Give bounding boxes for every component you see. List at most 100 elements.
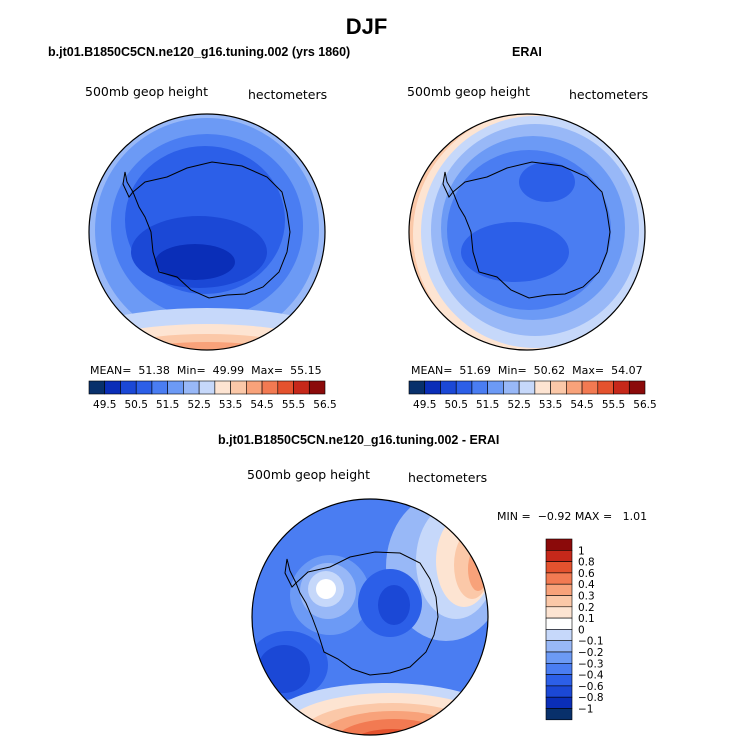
panel1-mean-label: MEAN=: [90, 364, 132, 377]
panel1-stats: MEAN= 51.38 Min= 49.99 Max= 55.15: [90, 364, 322, 377]
panel3-max-value: 1.01: [622, 510, 648, 523]
panel1-colorbar-swatch: [151, 380, 168, 395]
panel3-title: b.jt01.B1850C5CN.ne120_g16.tuning.002 - …: [218, 433, 500, 447]
panel3-colorbar-swatch: [545, 663, 573, 675]
panel2-colorbar: 49.5 50.5 51.5 52.5 53.5 54.5 55.5 56.5: [408, 380, 657, 411]
panel1-colorbar-tick-label: 52.5: [187, 399, 210, 411]
panel1-colorbar-swatch: [230, 380, 247, 395]
panel1-colorbar-tick-label: 56.5: [313, 399, 336, 411]
panel2-map-border: [408, 113, 646, 351]
panel3-colorbar-swatch: [545, 572, 573, 585]
panel2-colorbar-swatch: [534, 380, 551, 395]
panel3-colorbar-swatch: [545, 550, 573, 562]
panel2-max-value: 54.07: [611, 364, 643, 377]
panel2-min-value: 50.62: [533, 364, 566, 377]
panel1-colorbar-tick-label: 50.5: [125, 399, 148, 411]
panel1-colorbar-swatch: [308, 380, 326, 395]
panel3-colorbar-swatch: [545, 651, 573, 664]
panel3-colorbar-swatch: [545, 685, 573, 698]
panel3-colorbar-tick-label: 0.3: [578, 591, 595, 603]
panel1-colorbar-swatch: [214, 380, 231, 395]
panel1-mean-value: 51.38: [138, 364, 170, 377]
panel1-map-border: [88, 113, 326, 351]
panel2-colorbar-swatch: [518, 380, 536, 395]
panel2-colorbar-tick-label: 49.5: [413, 399, 436, 411]
panel3-colorbar-swatch: [545, 708, 573, 721]
panel3-field-low-4: [258, 645, 310, 693]
panel2-colorbar-tick-label: 51.5: [476, 399, 499, 411]
panel2-mean-label: MEAN=: [411, 364, 453, 377]
panel1-colorbar-swatch: [293, 380, 310, 395]
panel1-left-label: 500mb geop height: [85, 84, 208, 99]
panel3-map: [251, 498, 489, 736]
panel2-peninsula-coastline: [442, 171, 454, 198]
panel3-colorbar-tick-label: −0.2: [578, 647, 604, 659]
panel2-colorbar-tick-label: 54.5: [570, 399, 593, 411]
panel1-max-label: Max=: [251, 364, 284, 377]
panel1-colorbar-swatch: [104, 380, 121, 395]
panel1-colorbar-swatch: [261, 380, 279, 395]
panel3-min-label: MIN =: [497, 510, 531, 523]
panel2-antarctica-coastline: [452, 161, 611, 299]
panel2-colorbar-swatch: [503, 380, 520, 395]
panel3-peninsula-coastline: [284, 558, 297, 588]
panel3-colorbar-swatch: [545, 674, 573, 687]
panel2-colorbar-tick-label: 52.5: [507, 399, 530, 411]
panel2-colorbar-swatch: [424, 380, 441, 395]
panel1-colorbar-tick-label: 51.5: [156, 399, 179, 411]
panel2-colorbar-swatch: [440, 380, 457, 395]
panel1-antarctica-coastline: [132, 161, 291, 299]
panel1-right-label: hectometers: [248, 87, 328, 102]
panel2-min-label: Min=: [497, 364, 527, 377]
panel1-title: b.jt01.B1850C5CN.ne120_g16.tuning.002 (y…: [48, 45, 351, 59]
panel3-colorbar-swatch: [545, 595, 573, 608]
panel1-colorbar-tick-label: 55.5: [282, 399, 305, 411]
panel2-colorbar-swatch: [613, 380, 630, 395]
panel3-stats: MIN = −0.92 MAX = 1.01: [497, 510, 647, 523]
panel3-antarctica-coastline: [295, 551, 439, 676]
panel2-colorbar-tick-label: 55.5: [602, 399, 625, 411]
panel3-colorbar-swatch: [545, 617, 573, 630]
panel1-colorbar-tick-label: 53.5: [219, 399, 242, 411]
panel1-colorbar-swatch: [246, 380, 263, 395]
panel3-colorbar-swatch: [545, 606, 573, 619]
panel3-field-high-4: [316, 579, 336, 599]
panel3-colorbar-swatch: [545, 561, 573, 574]
panel3-colorbar: 10.80.60.40.30.20.10−0.1−0.2−0.3−0.4−0.6…: [545, 538, 604, 721]
panel3-colorbar-tick-label: 0.4: [578, 579, 595, 591]
panel2-colorbar-swatch: [566, 380, 583, 395]
panel3-colorbar-tick-label: 0.6: [578, 568, 595, 580]
panel2-stats: MEAN= 51.69 Min= 50.62 Max= 54.07: [411, 364, 643, 377]
panel2-left-label: 500mb geop height: [407, 84, 530, 99]
panel3-colorbar-swatch: [545, 538, 573, 551]
panel1-max-value: 55.15: [290, 364, 322, 377]
figure-title: DJF: [345, 14, 388, 39]
panel3-colorbar-tick-label: 1: [578, 545, 585, 557]
panel1-colorbar-swatch: [183, 380, 200, 395]
panel1-map: [88, 113, 326, 351]
panel2-colorbar-swatch: [471, 380, 488, 395]
panel1-colorbar-swatch: [120, 380, 137, 395]
panel2-field-low-2: [519, 162, 575, 202]
panel2-field-low-1: [461, 222, 569, 282]
panel3-map-border: [251, 498, 489, 736]
panel2-mean-value: 51.69: [459, 364, 491, 377]
panel1-colorbar-tick-label: 49.5: [93, 399, 116, 411]
panel3-colorbar-tick-label: 0.2: [578, 602, 595, 614]
panel2-colorbar-swatch: [628, 380, 646, 395]
panel3-colorbar-swatch: [545, 640, 573, 653]
panel3-min-value: −0.92: [537, 510, 572, 523]
panel1-field-low-2: [155, 244, 235, 280]
panel3-colorbar-swatch: [545, 583, 573, 596]
panel3-colorbar-tick-label: −0.1: [578, 636, 604, 648]
panel3-colorbar-tick-label: −0.8: [578, 692, 604, 704]
panel1-peninsula-coastline: [122, 171, 134, 198]
panel3-colorbar-swatch: [545, 629, 573, 642]
panel2-colorbar-swatch: [550, 380, 567, 395]
panel2-map: [408, 113, 646, 351]
panel3-max-label: MAX =: [574, 510, 613, 523]
panel3-right-label: hectometers: [408, 470, 488, 485]
panel3-colorbar-tick-label: −1: [578, 704, 593, 716]
panel3-colorbar-tick-label: 0.8: [578, 557, 595, 569]
panel3-colorbar-swatch: [545, 696, 573, 709]
